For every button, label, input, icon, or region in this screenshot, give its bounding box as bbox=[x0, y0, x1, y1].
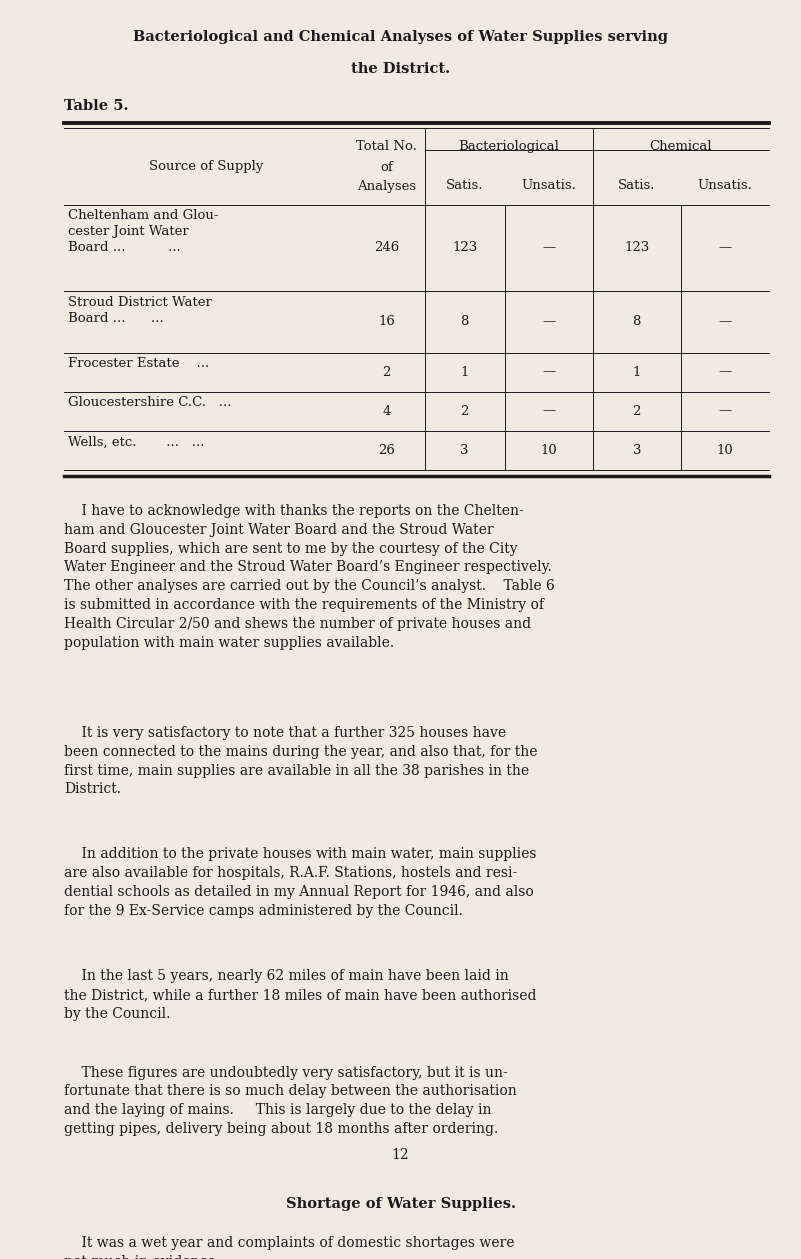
Text: 16: 16 bbox=[378, 315, 395, 329]
Text: Bacteriological and Chemical Analyses of Water Supplies serving: Bacteriological and Chemical Analyses of… bbox=[133, 29, 668, 44]
Text: 26: 26 bbox=[378, 443, 395, 457]
Text: Unsatis.: Unsatis. bbox=[521, 179, 576, 191]
Text: 12: 12 bbox=[392, 1148, 409, 1162]
Text: It was a wet year and complaints of domestic shortages were
not much in evidence: It was a wet year and complaints of dome… bbox=[64, 1235, 514, 1259]
Text: 2: 2 bbox=[633, 404, 641, 418]
Text: Gloucestershire C.C.   ...: Gloucestershire C.C. ... bbox=[68, 397, 231, 409]
Text: 1: 1 bbox=[461, 365, 469, 379]
Text: —: — bbox=[542, 365, 555, 379]
Text: 3: 3 bbox=[633, 443, 641, 457]
Text: 2: 2 bbox=[382, 365, 391, 379]
Text: 1: 1 bbox=[633, 365, 641, 379]
Text: 3: 3 bbox=[461, 443, 469, 457]
Text: 4: 4 bbox=[382, 404, 391, 418]
Text: —: — bbox=[718, 315, 731, 329]
Text: 2: 2 bbox=[461, 404, 469, 418]
Text: In the last 5 years, nearly 62 miles of main have been laid in
the District, whi: In the last 5 years, nearly 62 miles of … bbox=[64, 969, 537, 1021]
Text: Cheltenham and Glou-
cester Joint Water
Board ...          ...: Cheltenham and Glou- cester Joint Water … bbox=[68, 209, 219, 254]
Text: I have to acknowledge with thanks the reports on the Chelten-
ham and Gloucester: I have to acknowledge with thanks the re… bbox=[64, 504, 555, 650]
Text: —: — bbox=[718, 242, 731, 254]
Text: the District.: the District. bbox=[351, 62, 450, 76]
Text: —: — bbox=[542, 315, 555, 329]
Text: —: — bbox=[542, 404, 555, 418]
Text: 10: 10 bbox=[541, 443, 557, 457]
Text: —: — bbox=[718, 365, 731, 379]
Text: 246: 246 bbox=[374, 242, 399, 254]
Text: These figures are undoubtedly very satisfactory, but it is un-
fortunate that th: These figures are undoubtedly very satis… bbox=[64, 1065, 517, 1136]
Text: In addition to the private houses with main water, main supplies
are also availa: In addition to the private houses with m… bbox=[64, 847, 537, 918]
Text: —: — bbox=[542, 242, 555, 254]
Text: It is very satisfactory to note that a further 325 houses have
been connected to: It is very satisfactory to note that a f… bbox=[64, 726, 537, 797]
Text: Frocester Estate    ...: Frocester Estate ... bbox=[68, 358, 209, 370]
Text: Chemical: Chemical bbox=[650, 140, 712, 152]
Text: Source of Supply: Source of Supply bbox=[149, 160, 264, 172]
Text: 8: 8 bbox=[633, 315, 641, 329]
Text: Wells, etc.       ...   ...: Wells, etc. ... ... bbox=[68, 436, 204, 448]
Text: Stroud District Water
Board ...      ...: Stroud District Water Board ... ... bbox=[68, 296, 212, 325]
Text: Bacteriological: Bacteriological bbox=[458, 140, 559, 152]
Text: 123: 123 bbox=[624, 242, 650, 254]
Text: 8: 8 bbox=[461, 315, 469, 329]
Text: Shortage of Water Supplies.: Shortage of Water Supplies. bbox=[285, 1196, 516, 1211]
Text: Satis.: Satis. bbox=[618, 179, 655, 191]
Text: Analyses: Analyses bbox=[357, 180, 416, 193]
Text: of: of bbox=[380, 161, 392, 174]
Text: Table 5.: Table 5. bbox=[64, 99, 129, 113]
Text: Satis.: Satis. bbox=[446, 179, 483, 191]
Text: Unsatis.: Unsatis. bbox=[698, 179, 752, 191]
Text: 10: 10 bbox=[717, 443, 733, 457]
Text: 123: 123 bbox=[452, 242, 477, 254]
Text: —: — bbox=[718, 404, 731, 418]
Text: Total No.: Total No. bbox=[356, 140, 417, 152]
